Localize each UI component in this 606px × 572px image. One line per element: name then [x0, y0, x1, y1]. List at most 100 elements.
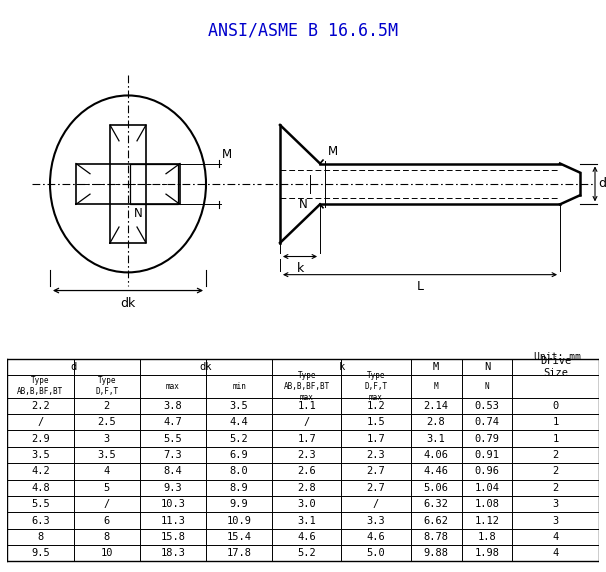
- Text: d: d: [598, 177, 606, 190]
- Text: 2.8: 2.8: [427, 417, 445, 427]
- Text: L: L: [416, 280, 424, 293]
- Text: 11.3: 11.3: [161, 515, 185, 526]
- Text: 2.8: 2.8: [298, 483, 316, 492]
- Text: Type
AB,B,BF,BT
max: Type AB,B,BF,BT max: [284, 371, 330, 402]
- Text: 8.9: 8.9: [230, 483, 248, 492]
- Text: 3.0: 3.0: [298, 499, 316, 509]
- Text: 8: 8: [37, 532, 44, 542]
- Text: 3.5: 3.5: [31, 450, 50, 460]
- Text: 7.3: 7.3: [164, 450, 182, 460]
- Text: k: k: [338, 362, 345, 372]
- Text: 1.2: 1.2: [367, 401, 385, 411]
- Text: 1.08: 1.08: [474, 499, 499, 509]
- Text: 3.5: 3.5: [230, 401, 248, 411]
- Text: 4.4: 4.4: [230, 417, 248, 427]
- Text: 4.46: 4.46: [424, 466, 448, 476]
- Text: 5.2: 5.2: [298, 549, 316, 558]
- Text: /: /: [37, 417, 44, 427]
- Text: 9.9: 9.9: [230, 499, 248, 509]
- Text: 2.9: 2.9: [31, 434, 50, 443]
- Text: 2.7: 2.7: [367, 466, 385, 476]
- Text: 4.6: 4.6: [298, 532, 316, 542]
- Text: 2.5: 2.5: [97, 417, 116, 427]
- Text: 8.0: 8.0: [230, 466, 248, 476]
- Text: 4.2: 4.2: [31, 466, 50, 476]
- Text: k: k: [296, 262, 304, 275]
- Text: 5.0: 5.0: [367, 549, 385, 558]
- Text: 4: 4: [553, 532, 559, 542]
- Text: 1.8: 1.8: [478, 532, 496, 542]
- Text: 4.8: 4.8: [31, 483, 50, 492]
- Text: 3.8: 3.8: [164, 401, 182, 411]
- Text: Type
D,F,T: Type D,F,T: [95, 376, 118, 396]
- Text: 2: 2: [553, 450, 559, 460]
- Text: 4.06: 4.06: [424, 450, 448, 460]
- Text: 2.3: 2.3: [367, 450, 385, 460]
- Text: 0.74: 0.74: [474, 417, 499, 427]
- Text: M: M: [434, 382, 438, 391]
- Text: 0: 0: [553, 401, 559, 411]
- Text: 4.7: 4.7: [164, 417, 182, 427]
- Text: 9.3: 9.3: [164, 483, 182, 492]
- Text: 1.12: 1.12: [474, 515, 499, 526]
- Bar: [130, 164, 178, 204]
- Text: 3.5: 3.5: [97, 450, 116, 460]
- Text: 5.06: 5.06: [424, 483, 448, 492]
- Text: 1.98: 1.98: [474, 549, 499, 558]
- Text: 1.04: 1.04: [474, 483, 499, 492]
- Text: 3: 3: [104, 434, 110, 443]
- Text: 8.4: 8.4: [164, 466, 182, 476]
- Text: /: /: [104, 499, 110, 509]
- Text: N: N: [484, 362, 490, 372]
- Text: 2: 2: [104, 401, 110, 411]
- Text: 3: 3: [553, 515, 559, 526]
- Text: 0.53: 0.53: [474, 401, 499, 411]
- Text: min: min: [232, 382, 246, 391]
- Text: 15.8: 15.8: [161, 532, 185, 542]
- Text: dk: dk: [121, 297, 136, 311]
- Text: 2.6: 2.6: [298, 466, 316, 476]
- Text: 1: 1: [553, 417, 559, 427]
- Text: 3: 3: [553, 499, 559, 509]
- Text: 1.7: 1.7: [367, 434, 385, 443]
- Text: M: M: [433, 362, 439, 372]
- Text: 17.8: 17.8: [227, 549, 251, 558]
- Text: 0.91: 0.91: [474, 450, 499, 460]
- Text: dk: dk: [200, 362, 212, 372]
- Text: 5.5: 5.5: [164, 434, 182, 443]
- Text: 0.96: 0.96: [474, 466, 499, 476]
- Text: Drive
Size: Drive Size: [540, 356, 571, 378]
- Text: Unit: mm: Unit: mm: [534, 352, 581, 362]
- Text: 8.78: 8.78: [424, 532, 448, 542]
- Text: 3.1: 3.1: [298, 515, 316, 526]
- Text: /: /: [304, 417, 310, 427]
- Text: 1.7: 1.7: [298, 434, 316, 443]
- Text: 2: 2: [553, 466, 559, 476]
- Text: 3.3: 3.3: [367, 515, 385, 526]
- Text: 2.3: 2.3: [298, 450, 316, 460]
- Text: N: N: [299, 197, 308, 210]
- Text: M: M: [222, 148, 232, 161]
- Text: 5.5: 5.5: [31, 499, 50, 509]
- Text: 5.2: 5.2: [230, 434, 248, 443]
- Text: 2.14: 2.14: [424, 401, 448, 411]
- Text: 9.88: 9.88: [424, 549, 448, 558]
- Text: 1: 1: [553, 434, 559, 443]
- Text: /: /: [373, 499, 379, 509]
- Text: max: max: [166, 382, 180, 391]
- Text: 1.5: 1.5: [367, 417, 385, 427]
- Text: ANSI/ASME B 16.6.5M: ANSI/ASME B 16.6.5M: [208, 21, 398, 39]
- Text: 4.6: 4.6: [367, 532, 385, 542]
- Text: 2.7: 2.7: [367, 483, 385, 492]
- Text: 2: 2: [553, 483, 559, 492]
- Text: 6.3: 6.3: [31, 515, 50, 526]
- Text: 3.1: 3.1: [427, 434, 445, 443]
- Text: 0.79: 0.79: [474, 434, 499, 443]
- Text: 6.62: 6.62: [424, 515, 448, 526]
- Text: Type
D,F,T
max: Type D,F,T max: [364, 371, 388, 402]
- Text: 5: 5: [104, 483, 110, 492]
- Text: N: N: [485, 382, 489, 391]
- Text: 9.5: 9.5: [31, 549, 50, 558]
- Text: d: d: [70, 362, 76, 372]
- Text: 6: 6: [104, 515, 110, 526]
